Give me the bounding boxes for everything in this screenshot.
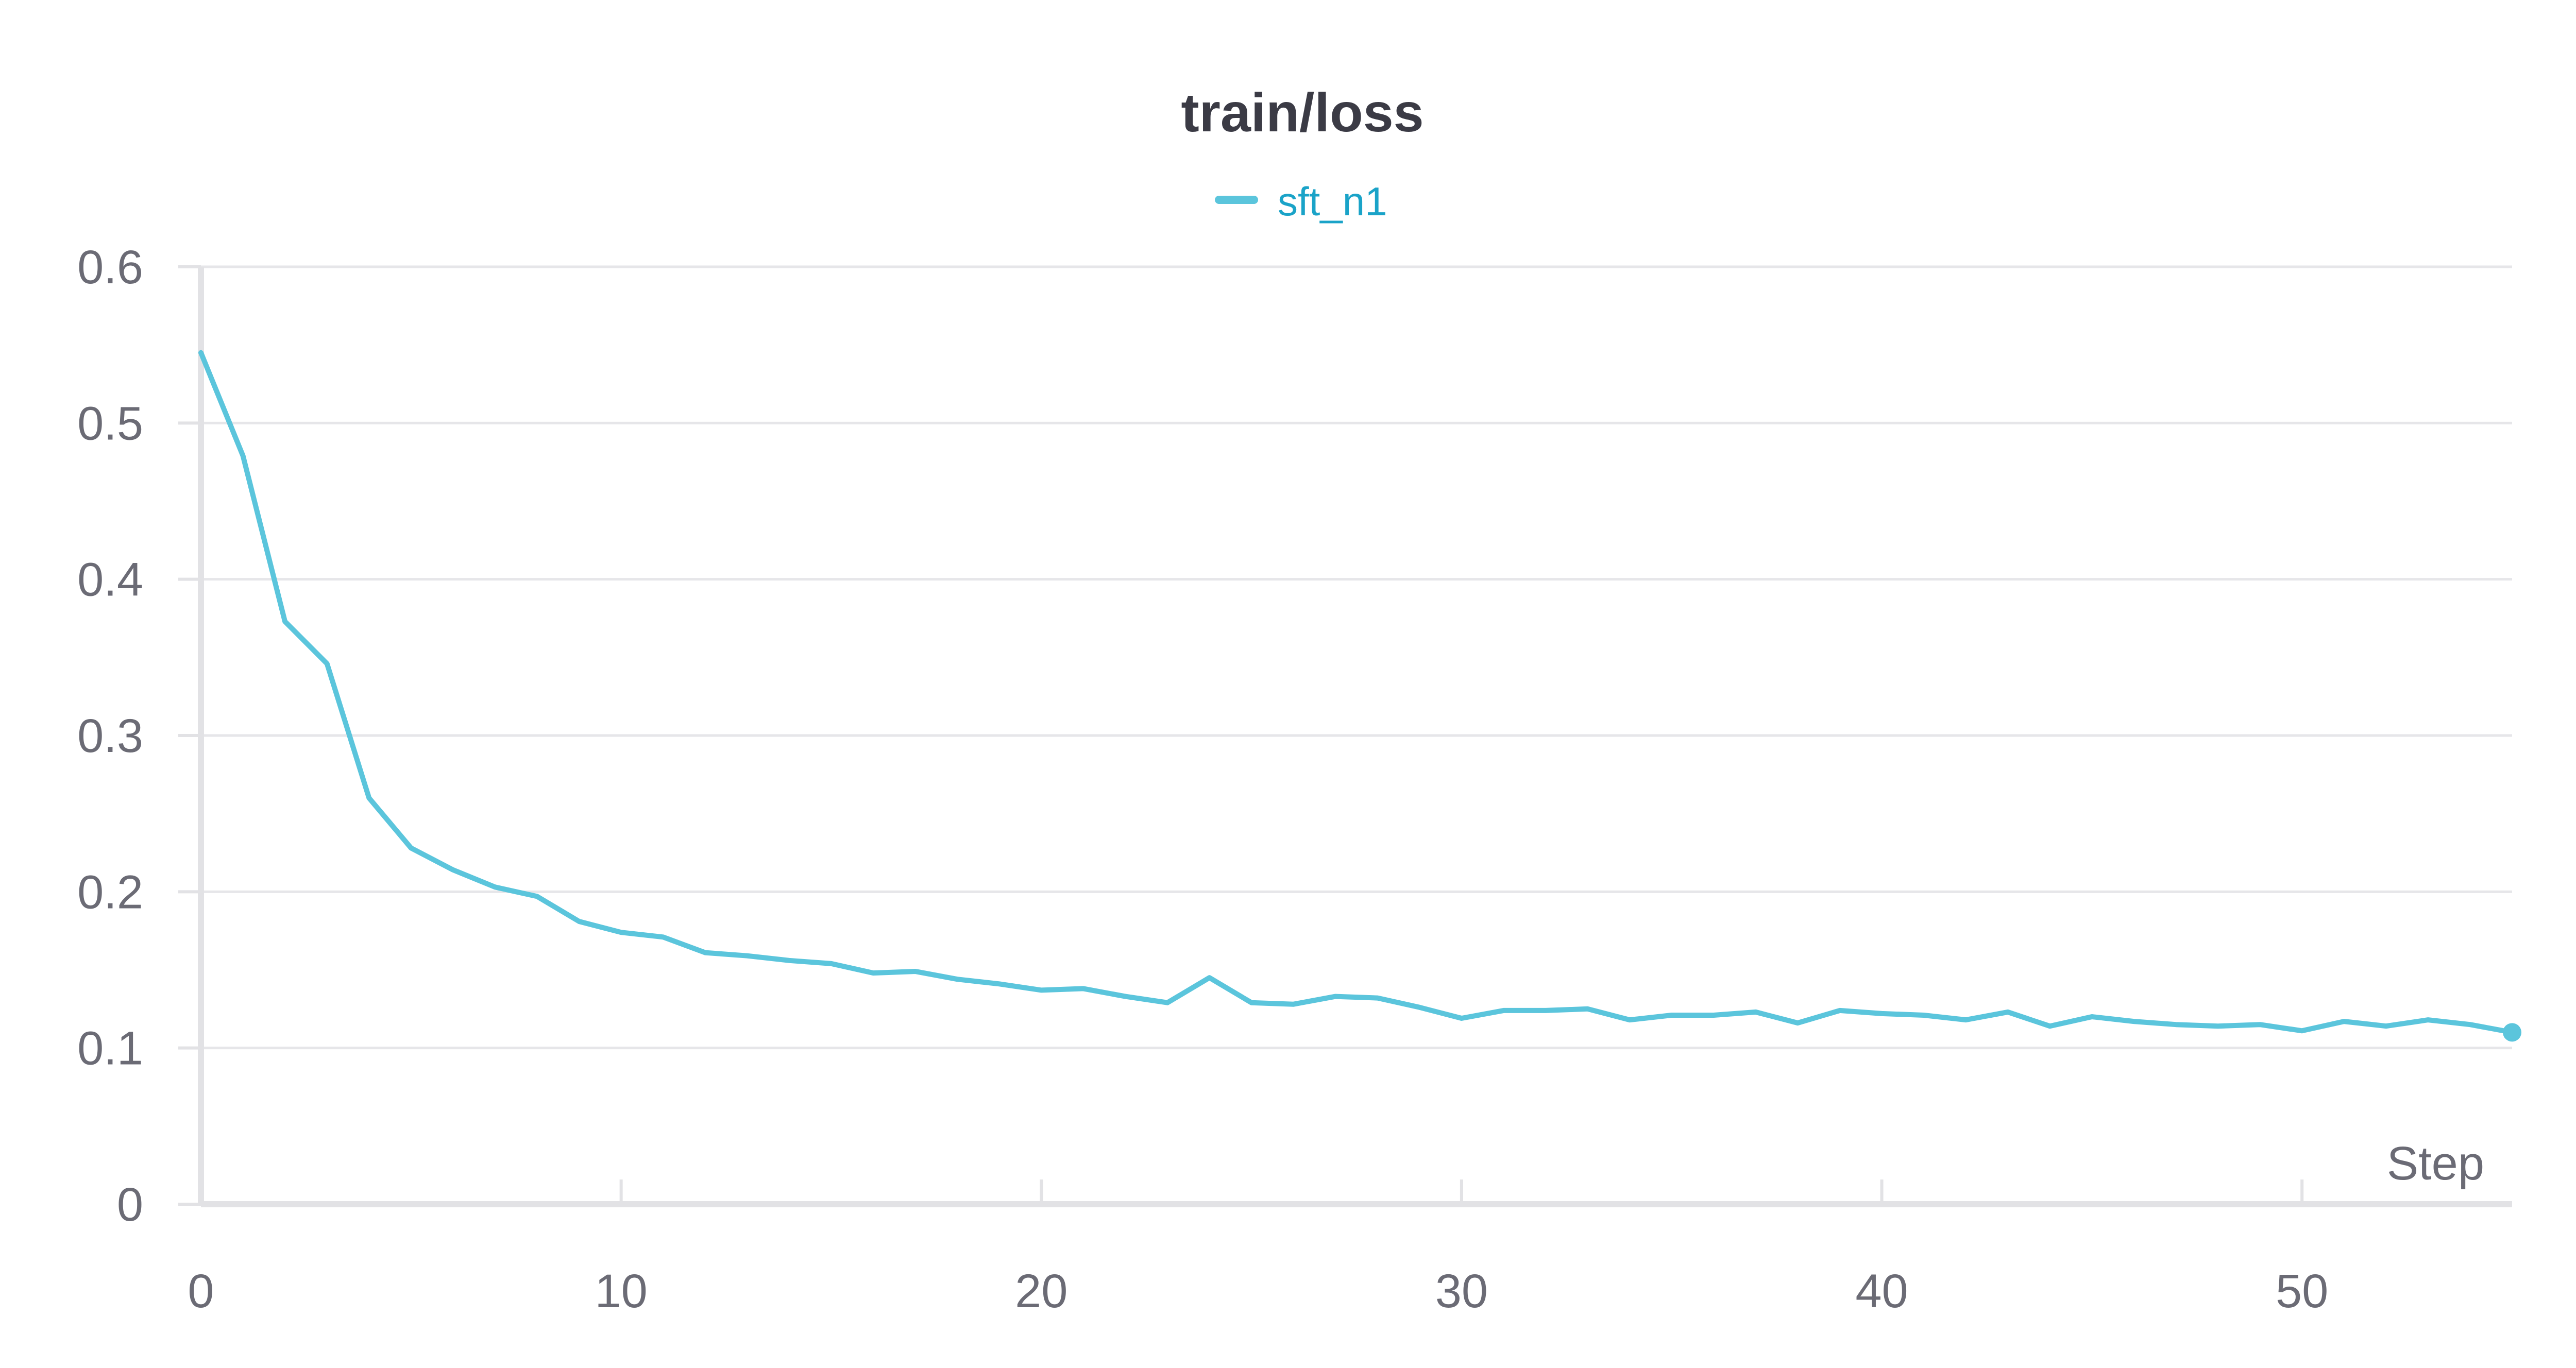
y-tick-label: 0.6 — [77, 241, 143, 294]
x-axis-ticks: 0 10 20 30 40 50 — [188, 1179, 2328, 1318]
x-axis-label: Step — [2387, 1137, 2484, 1190]
y-axis-ticks: 0 0.1 0.2 0.3 0.4 0.5 0.6 — [77, 241, 201, 1231]
legend-label-sft_n1: sft_n1 — [1278, 179, 1387, 224]
y-tick-label: 0.1 — [77, 1022, 143, 1075]
y-tick-label: 0.3 — [77, 710, 143, 762]
chart-title: train/loss — [1181, 82, 1423, 143]
gridlines — [201, 265, 2512, 1050]
x-tick-label: 10 — [595, 1265, 647, 1318]
x-tick-label: 20 — [1015, 1265, 1067, 1318]
series-line-sft_n1 — [198, 350, 2515, 1035]
y-tick-label: 0.4 — [77, 554, 143, 606]
x-tick-label: 50 — [2276, 1265, 2328, 1318]
x-tick-label: 30 — [1435, 1265, 1488, 1318]
x-tick-label: 40 — [1855, 1265, 1908, 1318]
data-point — [2503, 1023, 2521, 1042]
y-tick-label: 0.2 — [77, 866, 143, 918]
x-tick-label: 0 — [188, 1265, 214, 1318]
series-group — [198, 350, 2521, 1042]
legend[interactable]: sft_n1 — [1215, 179, 1387, 224]
y-tick-label: 0 — [117, 1178, 143, 1231]
y-tick-label: 0.5 — [77, 397, 143, 450]
